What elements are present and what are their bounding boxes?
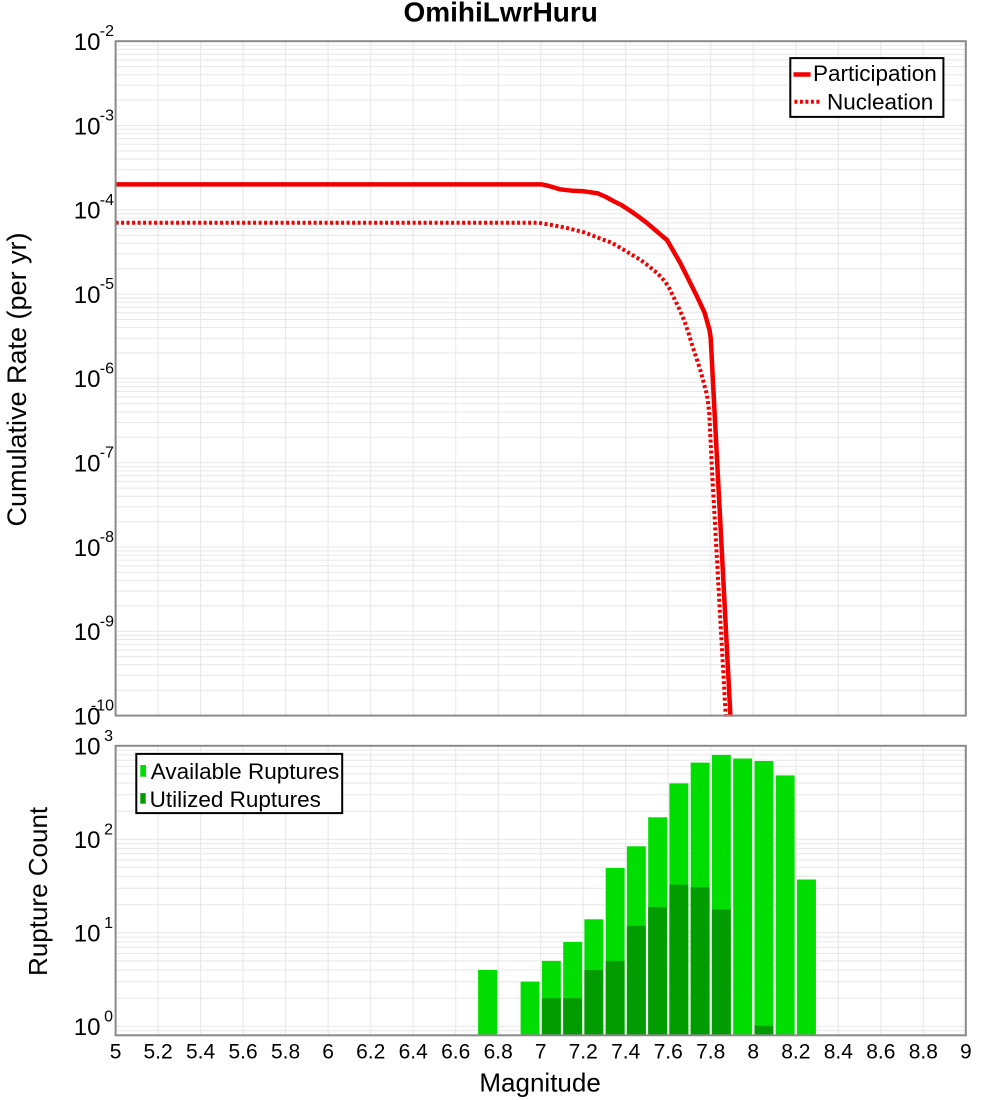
svg-text:1: 1 bbox=[104, 915, 113, 932]
svg-text:7.8: 7.8 bbox=[696, 1041, 725, 1064]
svg-text:6.6: 6.6 bbox=[441, 1041, 470, 1064]
svg-text:10: 10 bbox=[74, 703, 101, 730]
svg-text:6.4: 6.4 bbox=[399, 1041, 429, 1064]
svg-text:8.2: 8.2 bbox=[781, 1041, 810, 1064]
svg-text:5.4: 5.4 bbox=[186, 1041, 216, 1064]
svg-text:10: 10 bbox=[74, 198, 101, 225]
svg-text:10: 10 bbox=[74, 1014, 101, 1041]
svg-text:3: 3 bbox=[104, 728, 113, 745]
svg-text:10: 10 bbox=[74, 366, 101, 393]
svg-text:8: 8 bbox=[747, 1041, 759, 1064]
svg-text:-3: -3 bbox=[100, 108, 114, 125]
svg-text:6.8: 6.8 bbox=[484, 1041, 513, 1064]
svg-text:10: 10 bbox=[74, 619, 101, 646]
svg-text:6.2: 6.2 bbox=[356, 1041, 385, 1064]
svg-text:7.6: 7.6 bbox=[654, 1041, 683, 1064]
svg-text:10: 10 bbox=[74, 827, 101, 854]
svg-text:10: 10 bbox=[74, 921, 101, 948]
svg-text:10: 10 bbox=[74, 451, 101, 478]
svg-text:Cumulative Rate (per yr): Cumulative Rate (per yr) bbox=[2, 232, 32, 526]
svg-text:OmihiLwrHuru: OmihiLwrHuru bbox=[403, 0, 597, 28]
svg-text:10: 10 bbox=[74, 113, 101, 140]
svg-text:8.8: 8.8 bbox=[909, 1041, 938, 1064]
svg-text:2: 2 bbox=[104, 821, 113, 838]
svg-text:5.2: 5.2 bbox=[143, 1041, 172, 1064]
svg-text:7.2: 7.2 bbox=[569, 1041, 598, 1064]
svg-text:8.4: 8.4 bbox=[824, 1041, 854, 1064]
svg-text:-10: -10 bbox=[91, 698, 114, 715]
svg-text:0: 0 bbox=[104, 1008, 113, 1025]
svg-text:7.4: 7.4 bbox=[611, 1041, 641, 1064]
svg-text:8.6: 8.6 bbox=[866, 1041, 895, 1064]
svg-text:-8: -8 bbox=[100, 529, 114, 546]
svg-text:10: 10 bbox=[74, 282, 101, 309]
svg-text:-9: -9 bbox=[100, 613, 114, 630]
svg-text:Available Ruptures: Available Ruptures bbox=[151, 759, 339, 784]
svg-text:-4: -4 bbox=[100, 192, 114, 209]
svg-text:Participation: Participation bbox=[813, 61, 937, 86]
svg-text:10: 10 bbox=[74, 734, 101, 761]
svg-text:Nucleation: Nucleation bbox=[827, 90, 933, 115]
svg-text:-5: -5 bbox=[100, 276, 114, 293]
svg-text:6: 6 bbox=[322, 1041, 334, 1064]
svg-text:5.6: 5.6 bbox=[228, 1041, 257, 1064]
svg-text:Utilized Ruptures: Utilized Ruptures bbox=[150, 787, 321, 812]
svg-text:9: 9 bbox=[960, 1041, 972, 1064]
svg-text:5: 5 bbox=[110, 1041, 122, 1064]
svg-text:-2: -2 bbox=[100, 23, 114, 40]
svg-text:10: 10 bbox=[74, 535, 101, 562]
svg-text:7: 7 bbox=[535, 1041, 547, 1064]
svg-text:-7: -7 bbox=[100, 445, 114, 462]
svg-text:-6: -6 bbox=[100, 360, 114, 377]
svg-text:5.8: 5.8 bbox=[271, 1041, 300, 1064]
svg-text:10: 10 bbox=[74, 29, 101, 56]
svg-text:Rupture Count: Rupture Count bbox=[23, 806, 53, 976]
svg-text:Magnitude: Magnitude bbox=[479, 1068, 600, 1098]
